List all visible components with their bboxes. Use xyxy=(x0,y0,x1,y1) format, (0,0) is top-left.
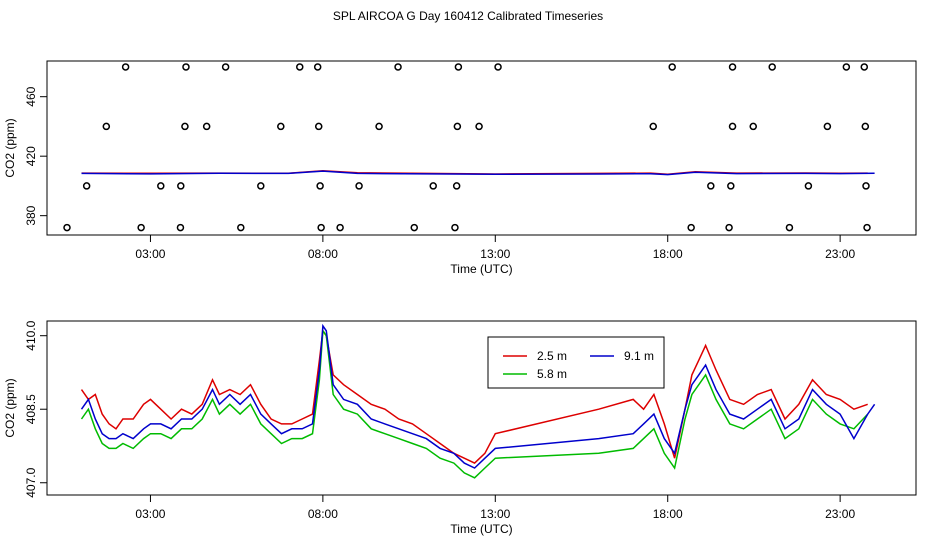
data-point xyxy=(453,122,462,131)
data-point xyxy=(314,122,323,131)
data-point xyxy=(317,223,325,232)
y-tick-label: 407.0 xyxy=(24,467,38,497)
data-point xyxy=(257,182,265,190)
data-point xyxy=(860,63,869,71)
x-axis-label: Time (UTC) xyxy=(450,522,512,536)
data-point xyxy=(452,182,461,190)
data-point xyxy=(277,122,285,131)
data-point xyxy=(202,122,211,131)
data-point xyxy=(725,223,733,232)
data-point xyxy=(182,63,190,71)
y-axis-label: CO2 (ppm) xyxy=(3,378,17,437)
legend-label: 2.5 m xyxy=(537,349,567,363)
data-point xyxy=(649,122,657,131)
data-point xyxy=(296,63,304,71)
y-tick-label: 420 xyxy=(24,146,38,166)
x-tick-label: 03:00 xyxy=(135,247,165,261)
data-point xyxy=(429,182,437,190)
data-point xyxy=(749,122,757,131)
y-axis-label: CO2 (ppm) xyxy=(3,118,17,177)
data-point xyxy=(102,122,111,131)
data-point xyxy=(707,182,715,190)
data-point xyxy=(842,63,851,71)
data-point xyxy=(221,63,230,71)
data-point xyxy=(668,63,676,71)
data-point xyxy=(410,223,419,232)
legend-label: 9.1 m xyxy=(624,349,654,363)
data-point xyxy=(861,122,870,131)
data-point xyxy=(336,223,344,232)
data-point xyxy=(862,182,870,190)
data-point xyxy=(157,182,165,190)
x-tick-label: 08:00 xyxy=(308,247,338,261)
data-point xyxy=(237,223,245,232)
data-point xyxy=(394,63,402,71)
data-point xyxy=(727,182,735,190)
chart-panel-1: 03:00 08:00 13:00 18:00 23:00 380 420 460 Time (… xyxy=(3,60,917,276)
plot-frame xyxy=(46,320,917,496)
x-tick-label: 23:00 xyxy=(825,507,855,521)
data-point xyxy=(82,182,91,190)
x-tick-label: 13:00 xyxy=(480,507,510,521)
series-line-9-1-m xyxy=(81,170,875,176)
x-tick-label: 03:00 xyxy=(135,507,165,521)
data-point xyxy=(181,122,189,131)
data-point xyxy=(728,63,737,71)
data-point xyxy=(177,182,185,190)
data-point xyxy=(451,223,459,232)
x-tick-label: 23:00 xyxy=(825,247,855,261)
data-point xyxy=(63,223,71,232)
data-point xyxy=(313,63,322,71)
x-tick-label: 08:00 xyxy=(308,507,338,521)
data-point xyxy=(785,223,794,232)
data-point xyxy=(687,223,695,232)
y-tick-label: 408.5 xyxy=(24,394,38,424)
data-point xyxy=(121,63,130,71)
data-point xyxy=(454,63,463,71)
data-point xyxy=(768,63,776,71)
legend: 2.5 m 9.1 m 5.8 m xyxy=(487,336,665,389)
x-axis-label: Time (UTC) xyxy=(450,262,512,276)
data-point xyxy=(804,182,813,190)
x-tick-label: 13:00 xyxy=(480,247,510,261)
series-line-5-8-m xyxy=(80,328,869,479)
series-line-2-5-m xyxy=(80,328,868,464)
y-tick-label: 460 xyxy=(24,86,38,106)
y-tick-label: 410.0 xyxy=(24,320,38,350)
data-point xyxy=(137,223,145,232)
data-point xyxy=(355,182,363,190)
y-tick-label: 380 xyxy=(24,205,38,225)
data-point xyxy=(176,223,185,232)
data-point xyxy=(475,122,483,131)
legend-label: 5.8 m xyxy=(537,367,567,381)
data-point xyxy=(375,122,383,131)
legend-box xyxy=(487,336,665,389)
plot-frame xyxy=(46,60,917,236)
x-tick-label: 18:00 xyxy=(653,507,683,521)
data-point xyxy=(494,63,502,71)
data-point xyxy=(863,223,871,232)
data-point xyxy=(823,122,832,131)
data-point xyxy=(728,122,737,131)
series-line-9-1-m xyxy=(80,323,876,469)
x-tick-label: 18:00 xyxy=(653,247,683,261)
chart-panel-2: 03:00 08:00 13:00 18:00 23:00 407.0 408.5 410.0… xyxy=(3,320,917,536)
chart-title: SPL AIRCOA G Day 160412 Calibrated Times… xyxy=(332,9,604,23)
data-point xyxy=(316,182,324,190)
